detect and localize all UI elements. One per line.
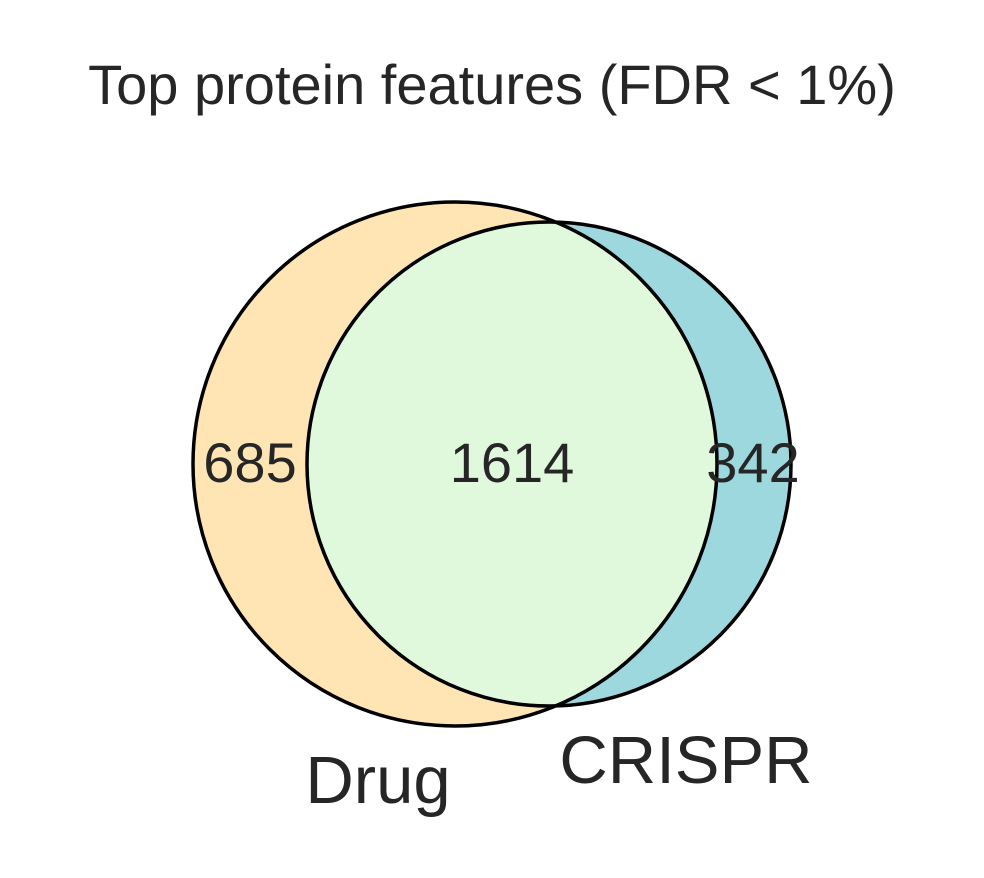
crispr-set-outline — [305, 220, 793, 708]
crispr-set-label: CRISPR — [559, 723, 812, 798]
drug-set-outline — [191, 200, 719, 728]
drug-only-count: 685 — [203, 431, 296, 494]
drug-set-label: Drug — [305, 743, 450, 818]
overlap-region — [307, 222, 717, 706]
crispr-only-count: 342 — [706, 431, 799, 494]
intersection-count: 1614 — [450, 431, 575, 494]
chart-title: Top protein features (FDR < 1%) — [88, 53, 896, 116]
